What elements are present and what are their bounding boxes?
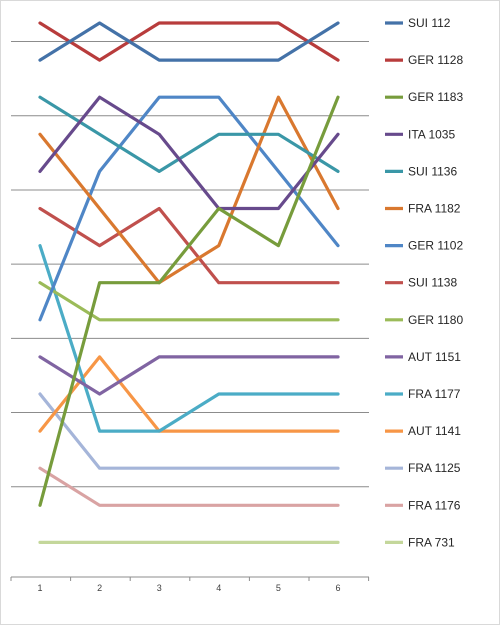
legend-item: GER 1102 — [385, 239, 463, 253]
series-line-fra-1182 — [38, 95, 340, 285]
legend-item: SUI 1138 — [385, 276, 457, 290]
legend-item: ITA 1035 — [385, 127, 455, 141]
legend-item: FRA 731 — [385, 535, 455, 549]
legend-label: FRA 1182 — [408, 202, 461, 216]
legend-item: FRA 1176 — [385, 498, 461, 512]
legend-label: SUI 112 — [408, 16, 451, 30]
x-tick-label: 3 — [157, 583, 162, 593]
legend-item: GER 1180 — [385, 313, 463, 327]
legend-item: FRA 1182 — [385, 202, 461, 216]
legend-item: SUI 1136 — [385, 164, 457, 178]
x-axis: 1 2 3 4 5 6 — [10, 576, 370, 593]
legend-item: SUI 112 — [385, 16, 451, 30]
x-tick-label: 1 — [37, 583, 42, 593]
legend: SUI 112 GER 1128 GER 1183 ITA 1035 SUI 1136 F… — [385, 16, 463, 549]
x-tick-label: 2 — [97, 583, 102, 593]
legend-label: GER 1180 — [408, 313, 463, 327]
legend-item: FRA 1125 — [385, 461, 461, 475]
series-line-aut-1141 — [38, 355, 340, 433]
legend-label: GER 1183 — [408, 90, 463, 104]
legend-label: FRA 1176 — [408, 498, 461, 512]
series-line-fra-1177 — [38, 244, 340, 433]
legend-label: AUT 1141 — [408, 424, 461, 438]
legend-label: GER 1102 — [408, 239, 463, 253]
legend-label: FRA 731 — [408, 535, 455, 549]
legend-label: SUI 1138 — [408, 276, 457, 290]
legend-label: SUI 1136 — [408, 164, 457, 178]
series-line-sui-112 — [38, 21, 340, 62]
x-tick-label: 6 — [335, 583, 340, 593]
series-line-ita-1035 — [38, 95, 340, 211]
series-line-aut-1151 — [38, 355, 340, 396]
legend-label: GER 1128 — [408, 53, 463, 67]
legend-label: ITA 1035 — [408, 127, 455, 141]
series-line-ger-1180 — [38, 281, 340, 322]
series-line-fra-1125 — [38, 392, 340, 470]
series-lines — [38, 21, 340, 545]
legend-label: FRA 1177 — [408, 387, 461, 401]
legend-item: AUT 1141 — [385, 424, 461, 438]
x-tick-label: 5 — [276, 583, 281, 593]
legend-label: AUT 1151 — [408, 350, 461, 364]
legend-item: FRA 1177 — [385, 387, 461, 401]
series-line-ger-1128 — [38, 21, 340, 62]
series-line-fra-1176 — [38, 466, 340, 507]
legend-item: GER 1128 — [385, 53, 463, 67]
series-line-sui-1136 — [38, 95, 340, 173]
legend-item: AUT 1151 — [385, 350, 461, 364]
legend-label: FRA 1125 — [408, 461, 461, 475]
series-line-ger-1183 — [38, 95, 340, 507]
x-tick-label: 4 — [216, 583, 221, 593]
legend-item: GER 1183 — [385, 90, 463, 104]
